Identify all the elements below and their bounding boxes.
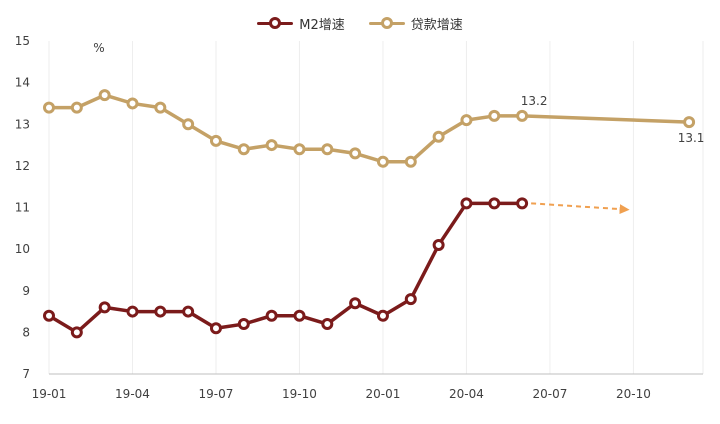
data-point-m2[interactable] xyxy=(265,309,278,322)
x-tick-label: 20-04 xyxy=(449,387,484,401)
data-point-m2[interactable] xyxy=(376,309,389,322)
x-tick-label: 20-07 xyxy=(532,387,567,401)
data-point-loan[interactable] xyxy=(126,97,139,110)
data-point-loan[interactable] xyxy=(404,155,417,168)
data-point-loan[interactable] xyxy=(460,114,473,127)
data-point-loan[interactable] xyxy=(349,147,362,160)
data-point-m2[interactable] xyxy=(516,197,529,210)
data-point-m2[interactable] xyxy=(98,301,111,314)
legend-swatch-m2 xyxy=(257,17,294,29)
x-tick-label: 19-07 xyxy=(199,387,234,401)
data-labels: 13.2 13.1 xyxy=(521,94,705,145)
y-tick-label: 11 xyxy=(15,201,30,215)
data-point-m2[interactable] xyxy=(209,322,222,335)
data-point-m2[interactable] xyxy=(43,309,55,322)
x-tick-label: 19-01 xyxy=(32,387,67,401)
y-tick-label: 7 xyxy=(22,367,30,381)
data-point-loan[interactable] xyxy=(321,143,334,156)
legend: M2增速 贷款增速 xyxy=(0,11,720,35)
data-point-m2[interactable] xyxy=(432,238,445,251)
series-markers xyxy=(43,89,696,339)
series-line-m2 xyxy=(47,201,524,335)
x-tick-label: 20-10 xyxy=(616,387,651,401)
data-point-m2[interactable] xyxy=(154,305,167,318)
data-point-loan[interactable] xyxy=(98,89,111,102)
data-point-m2[interactable] xyxy=(488,197,501,210)
trend-arrow xyxy=(531,202,630,215)
y-tick-label: 9 xyxy=(22,284,30,298)
y-tick-label: 12 xyxy=(15,159,30,173)
data-point-m2[interactable] xyxy=(460,197,473,210)
y-tick-label: 14 xyxy=(15,76,30,90)
data-point-loan[interactable] xyxy=(237,143,250,156)
data-point-m2[interactable] xyxy=(349,297,362,310)
unit-label: % xyxy=(93,41,104,55)
data-point-m2[interactable] xyxy=(182,305,195,318)
legend-swatch-loan xyxy=(368,17,405,29)
legend-marker-m2 xyxy=(269,17,282,29)
legend-item-m2[interactable]: M2增速 xyxy=(257,11,345,35)
data-point-m2[interactable] xyxy=(237,318,250,331)
y-tick-label: 10 xyxy=(15,242,30,256)
x-tick-label: 20-01 xyxy=(366,387,401,401)
data-point-loan[interactable] xyxy=(154,101,167,114)
data-point-m2[interactable] xyxy=(126,305,139,318)
x-tick-label: 19-04 xyxy=(115,387,150,401)
y-tick-label: 8 xyxy=(22,325,30,339)
data-point-m2[interactable] xyxy=(293,309,306,322)
data-point-loan[interactable] xyxy=(376,155,389,168)
annotations xyxy=(531,202,630,215)
data-point-loan[interactable] xyxy=(209,134,222,147)
data-point-m2[interactable] xyxy=(70,326,83,339)
legend-label-m2: M2增速 xyxy=(299,17,345,33)
data-point-loan[interactable] xyxy=(293,143,306,156)
data-point-loan[interactable] xyxy=(182,118,195,131)
data-point-loan[interactable] xyxy=(432,130,445,143)
legend-label-loan: 贷款增速 xyxy=(410,17,463,33)
data-label: 13.1 xyxy=(678,131,705,145)
axes: 19-01 19-04 19-07 19-10 20-01 20-04 20-07 20-10… xyxy=(15,34,703,401)
data-point-loan[interactable] xyxy=(488,109,501,122)
data-point-loan[interactable] xyxy=(43,101,55,114)
x-tick-label: 19-10 xyxy=(282,387,317,401)
legend-marker-loan xyxy=(380,17,393,29)
data-point-m2[interactable] xyxy=(404,293,417,306)
y-tick-label: 13 xyxy=(15,117,30,131)
data-point-loan[interactable] xyxy=(70,101,83,114)
data-point-loan[interactable] xyxy=(516,109,529,122)
data-point-loan[interactable] xyxy=(265,139,278,152)
legend-item-loan[interactable]: 贷款增速 xyxy=(368,11,463,35)
series-lines xyxy=(47,93,691,335)
data-point-loan[interactable] xyxy=(683,116,696,129)
data-label: 13.2 xyxy=(521,94,548,108)
data-point-m2[interactable] xyxy=(321,318,334,331)
series-line-loan xyxy=(47,93,691,164)
y-tick-label: 15 xyxy=(15,34,30,48)
